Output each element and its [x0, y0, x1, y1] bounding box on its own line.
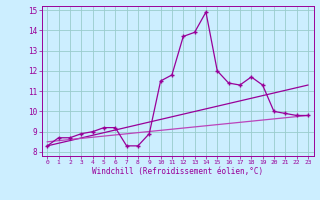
X-axis label: Windchill (Refroidissement éolien,°C): Windchill (Refroidissement éolien,°C) — [92, 167, 263, 176]
